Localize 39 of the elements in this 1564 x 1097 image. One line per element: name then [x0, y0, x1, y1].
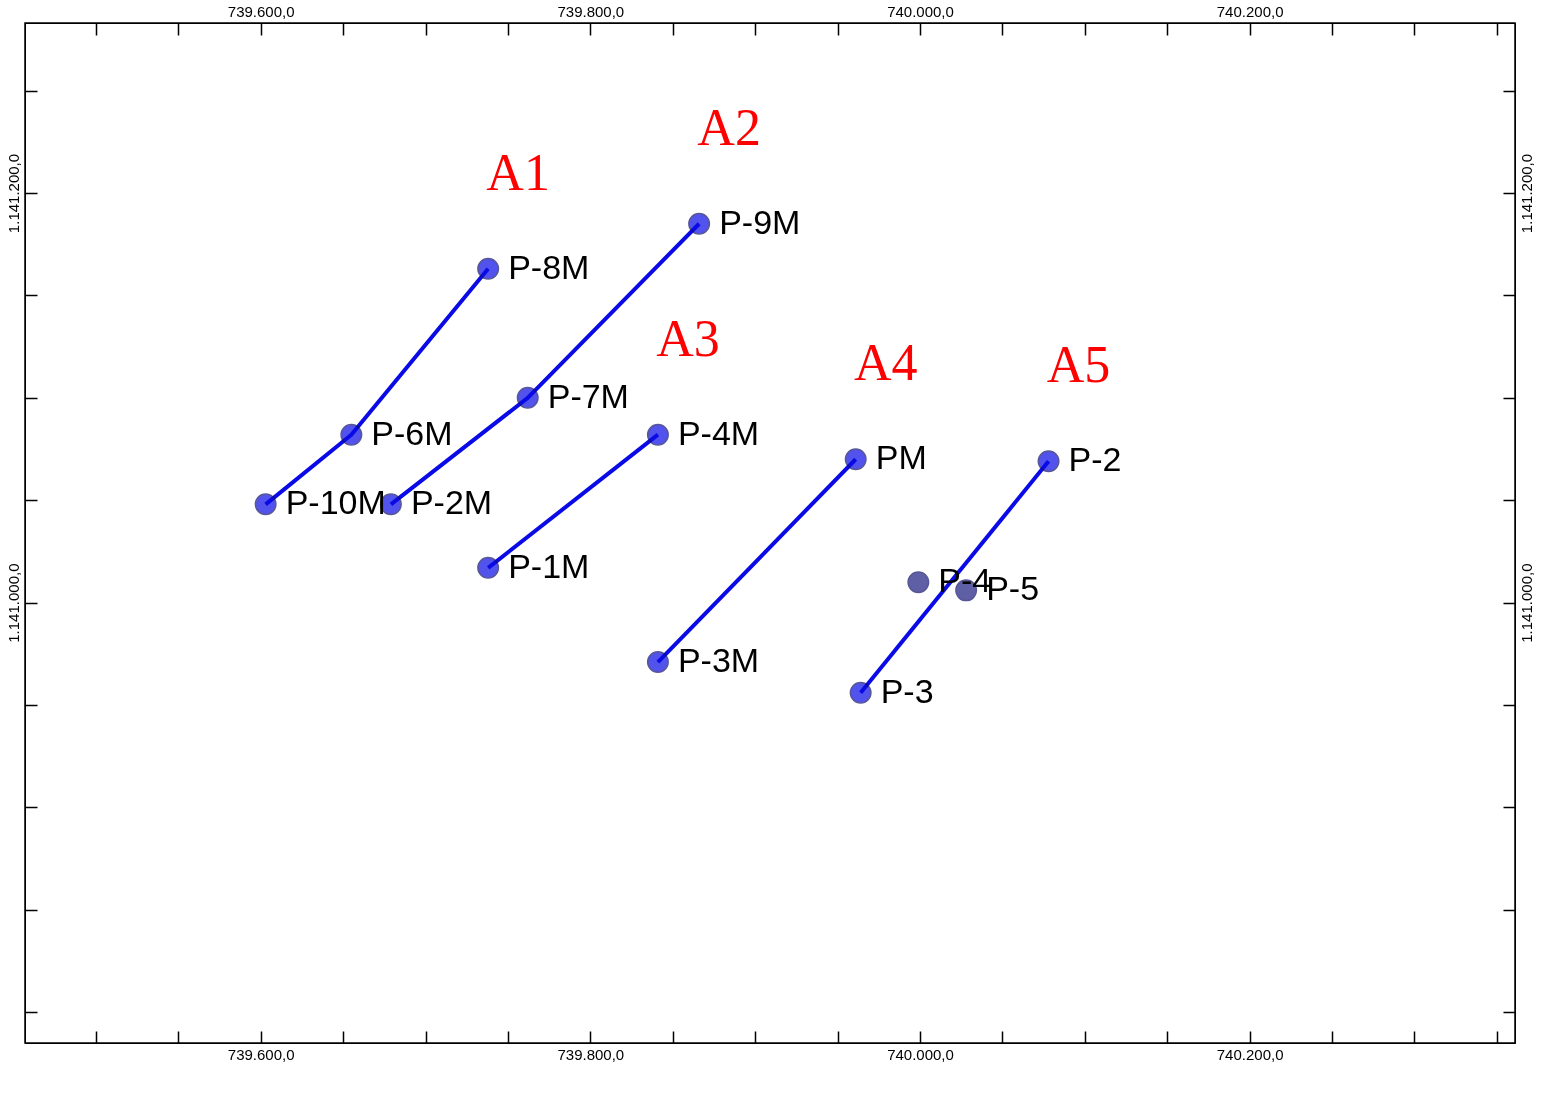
point: [646, 651, 669, 674]
x-tick-label: 740.000,0: [887, 1045, 954, 1063]
data-label: P-9M: [719, 202, 801, 241]
point: [844, 448, 867, 471]
x2-tick-label: 740.000,0: [887, 2, 954, 20]
data-label: PM: [875, 438, 927, 477]
x-tick-label: 739.800,0: [557, 1045, 625, 1063]
data-label: P-6M: [371, 413, 453, 452]
data-label: P-8M: [508, 247, 590, 286]
y2-tick-label: 1.141.200,0: [1517, 153, 1535, 234]
x2-tick-label: 739.800,0: [557, 2, 625, 20]
point: [1037, 450, 1060, 473]
point: [688, 212, 711, 235]
data-label: P-1M: [508, 546, 590, 585]
point: [849, 681, 872, 704]
x-tick-label: 739.600,0: [227, 1045, 295, 1063]
series-label: A4: [853, 334, 918, 392]
series-label: A1: [486, 143, 550, 201]
data-label: P-3M: [677, 641, 760, 680]
point: [477, 556, 500, 579]
data-label: P-4M: [677, 413, 760, 452]
data-label: P-2M: [410, 483, 493, 522]
point: [340, 423, 363, 446]
series-label: A3: [656, 309, 720, 367]
x2-tick-label: 740.200,0: [1216, 2, 1284, 20]
x-tick-label: 740.200,0: [1216, 1045, 1284, 1063]
x2-tick-label: 739.600,0: [227, 2, 295, 20]
series-label: A2: [697, 98, 761, 156]
point: [907, 571, 930, 594]
point: [477, 257, 500, 280]
series-label: A5: [1046, 336, 1111, 394]
y2-tick-label: 1.141.000,0: [1517, 563, 1535, 643]
point: [516, 386, 539, 409]
data-label: P-3: [880, 671, 934, 710]
point: [254, 493, 277, 516]
data-label: P-10M: [285, 483, 386, 522]
data-label: P-7M: [547, 376, 629, 415]
point: [646, 423, 669, 446]
data-label: P-2: [1068, 440, 1122, 479]
